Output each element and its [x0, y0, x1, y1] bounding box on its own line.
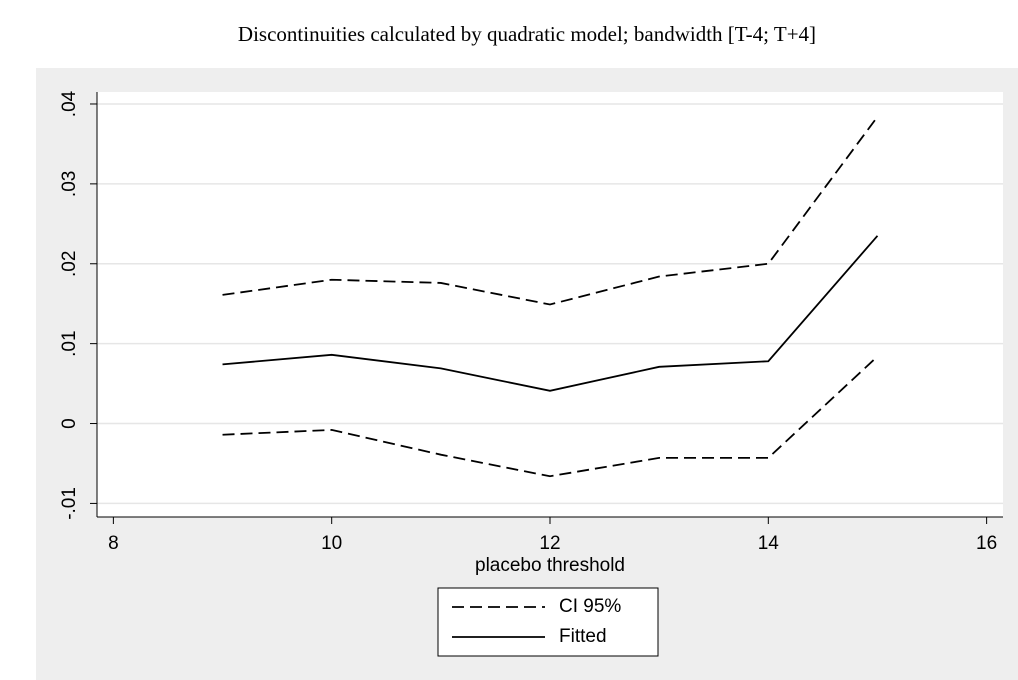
x-axis-label: placebo threshold	[475, 555, 625, 576]
legend	[437, 587, 659, 657]
y-tick-label: -.01	[59, 487, 80, 520]
line	[222, 355, 879, 478]
y-tick-label: .04	[59, 90, 80, 117]
x-tick-label: 12	[539, 533, 560, 554]
x-tick-label: 8	[108, 533, 119, 554]
x-tick-label: 14	[758, 533, 780, 554]
line	[222, 235, 879, 392]
chart-title: Discontinuities calculated by quadratic …	[238, 22, 816, 46]
legend-label: Fitted	[559, 626, 607, 647]
line	[222, 116, 879, 306]
x-tick-label: 16	[976, 533, 997, 554]
y-tick-label: .03	[59, 171, 80, 197]
y-tick-label: 0	[59, 418, 80, 429]
y-tick-label: .01	[59, 330, 80, 356]
y-tick-label: .02	[59, 251, 80, 277]
legend-label: CI 95%	[559, 596, 621, 617]
x-tick-label: 10	[321, 533, 342, 554]
